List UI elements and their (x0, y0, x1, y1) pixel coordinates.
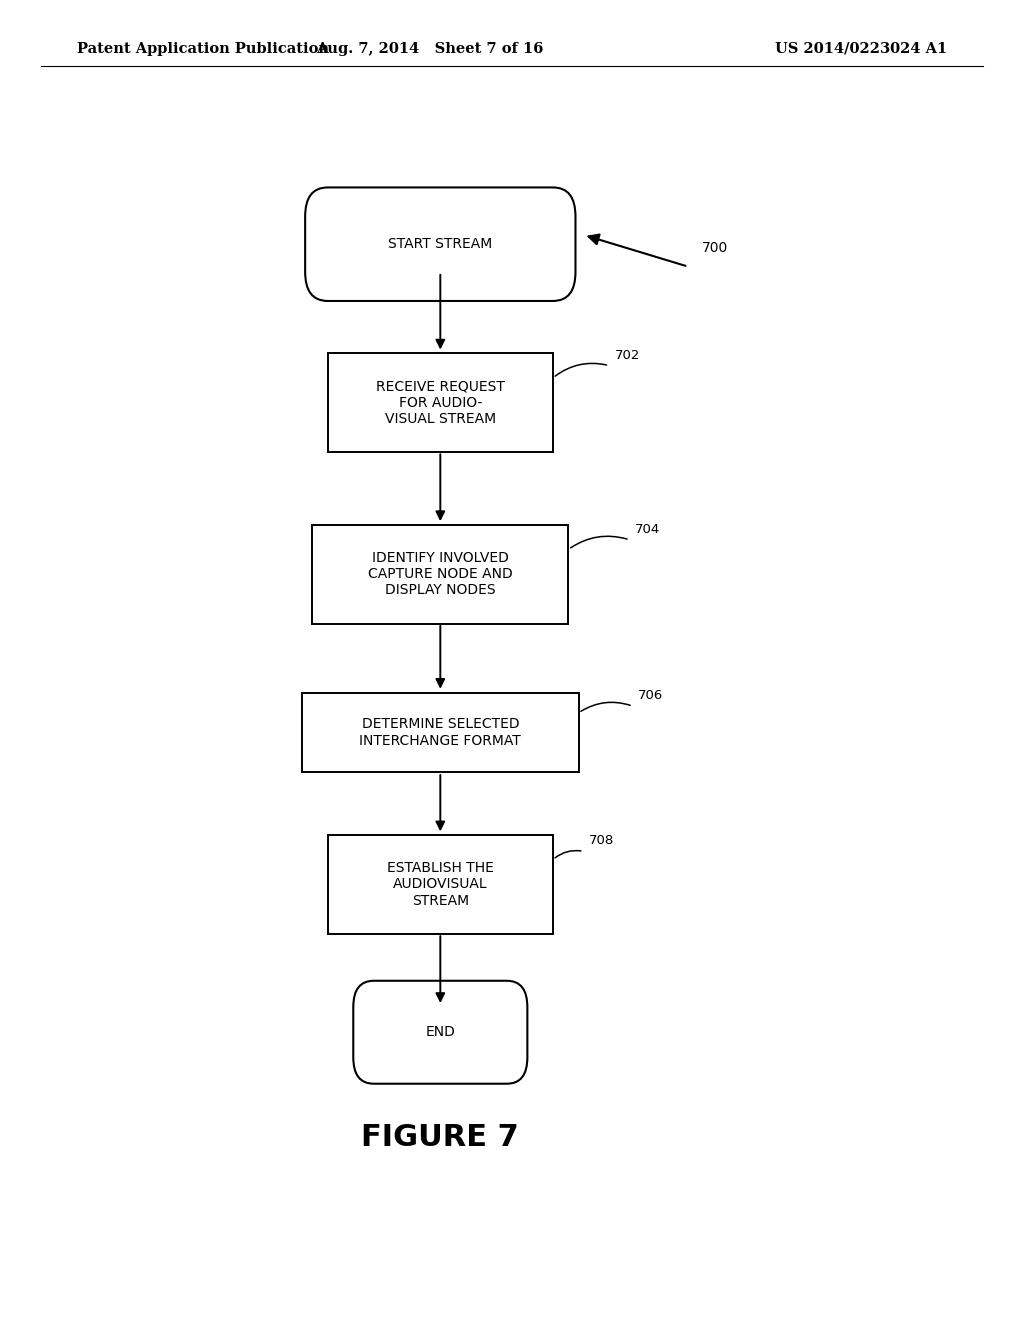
Bar (328, 836, 553, 935)
Text: RECEIVE REQUEST
FOR AUDIO-
VISUAL STREAM: RECEIVE REQUEST FOR AUDIO- VISUAL STREAM (376, 379, 505, 426)
FancyBboxPatch shape (305, 187, 575, 301)
FancyBboxPatch shape (353, 981, 527, 1084)
Bar (312, 525, 568, 624)
Text: US 2014/0223024 A1: US 2014/0223024 A1 (775, 42, 947, 55)
Text: 702: 702 (614, 348, 640, 362)
Text: 700: 700 (701, 240, 728, 255)
Text: ESTABLISH THE
AUDIOVISUAL
STREAM: ESTABLISH THE AUDIOVISUAL STREAM (387, 861, 494, 908)
Text: Aug. 7, 2014   Sheet 7 of 16: Aug. 7, 2014 Sheet 7 of 16 (316, 42, 544, 55)
Text: Patent Application Publication: Patent Application Publication (77, 42, 329, 55)
Bar (302, 693, 579, 772)
Text: END: END (425, 1026, 456, 1039)
Text: DETERMINE SELECTED
INTERCHANGE FORMAT: DETERMINE SELECTED INTERCHANGE FORMAT (359, 718, 521, 747)
Text: 706: 706 (638, 689, 664, 702)
Text: IDENTIFY INVOLVED
CAPTURE NODE AND
DISPLAY NODES: IDENTIFY INVOLVED CAPTURE NODE AND DISPL… (368, 550, 513, 598)
Text: FIGURE 7: FIGURE 7 (361, 1123, 519, 1152)
Text: 708: 708 (589, 834, 614, 847)
Bar (328, 354, 553, 451)
Text: START STREAM: START STREAM (388, 238, 493, 251)
Text: 704: 704 (635, 523, 660, 536)
